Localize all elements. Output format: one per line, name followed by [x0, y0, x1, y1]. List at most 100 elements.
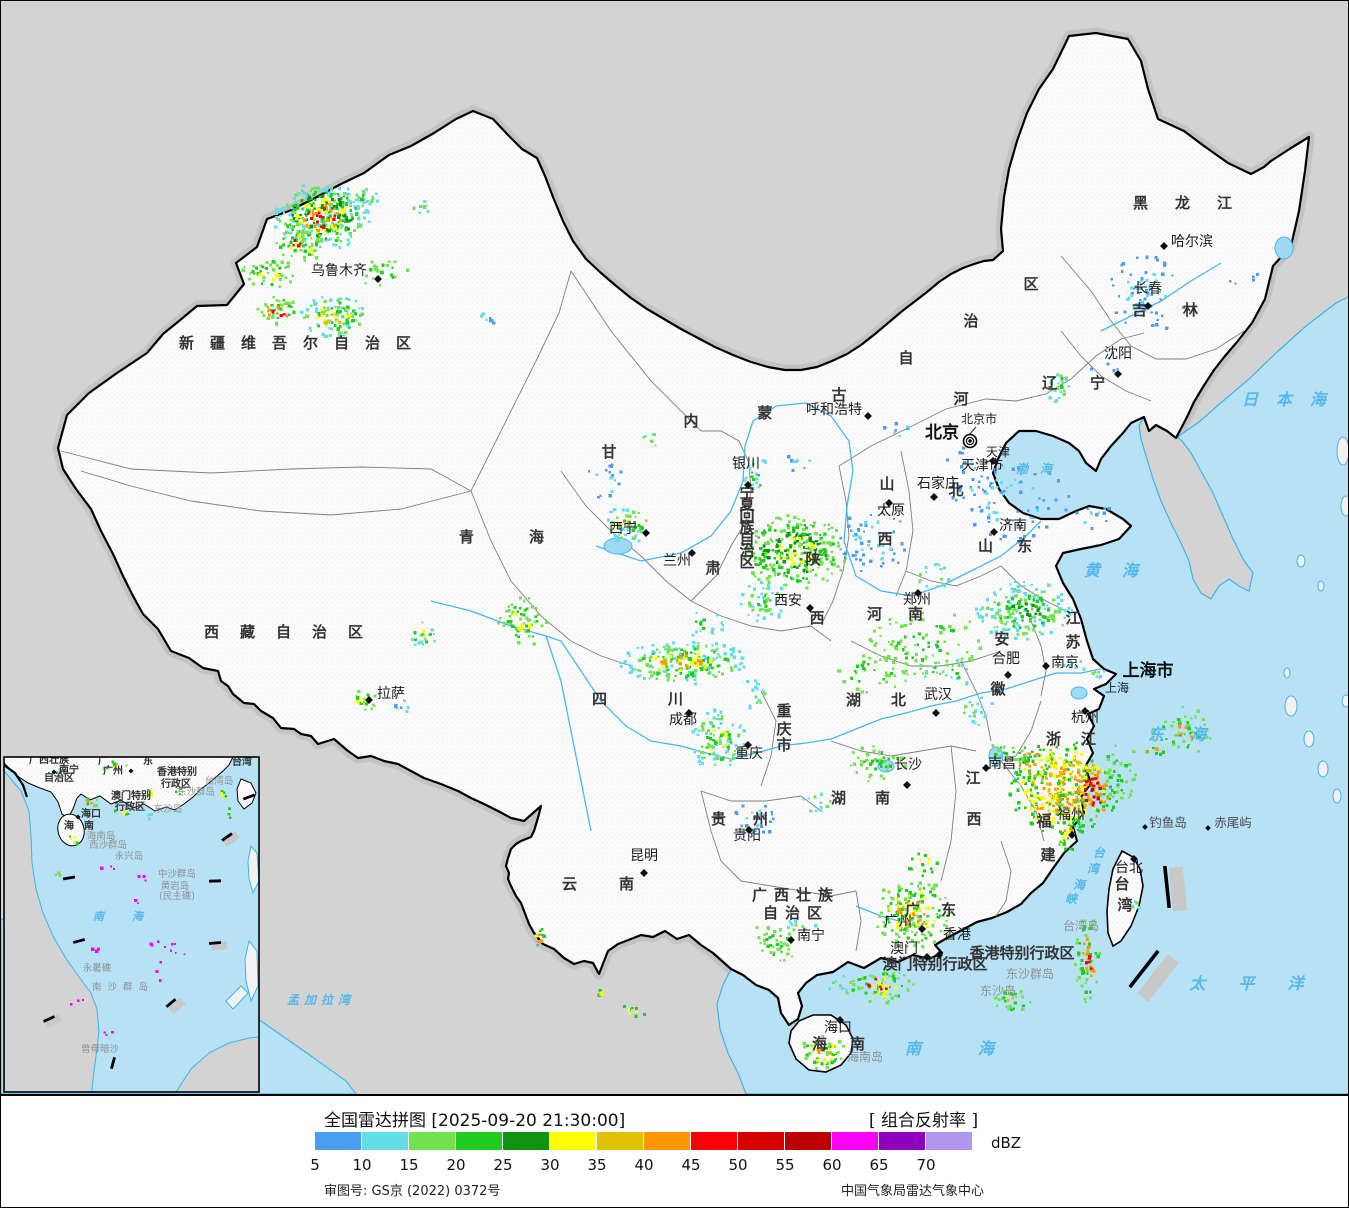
- map-label: (民主礁): [159, 890, 195, 902]
- map-label: 石家庄: [917, 475, 959, 492]
- map-label: 云南: [562, 875, 676, 893]
- map-label: 太平洋: [1188, 974, 1336, 993]
- map-label: 治: [739, 542, 754, 560]
- colorbar-cell-65: [879, 1132, 925, 1150]
- nine-dash-line: [1128, 865, 1188, 1003]
- colorbar-tick: 10: [352, 1156, 372, 1174]
- map-label: 西: [966, 810, 981, 828]
- colorbar-tick: 60: [822, 1156, 842, 1174]
- map-label: 新疆维吾尔自治区: [179, 334, 427, 352]
- map-label: 海南: [64, 819, 104, 832]
- map-label: 黄岩岛: [161, 880, 190, 892]
- map-label: 广州: [884, 914, 912, 930]
- map-label: 西沙群岛: [89, 839, 127, 851]
- map-label: 苏: [1065, 633, 1080, 651]
- map-label: 济南: [999, 518, 1027, 534]
- island: [1284, 695, 1298, 717]
- map-label: 陕: [805, 550, 820, 568]
- map-label: 海南岛: [847, 1049, 883, 1064]
- island: [1340, 495, 1348, 517]
- map-label: 昆明: [630, 848, 658, 864]
- map-label: 肃: [705, 559, 720, 577]
- city-marker: [374, 275, 382, 283]
- map-label: 古: [831, 386, 846, 404]
- map-label: 上海市: [1123, 660, 1174, 681]
- islet-marker: [1142, 824, 1148, 830]
- map-label: 湖北: [846, 691, 936, 709]
- map-label: 合肥: [992, 651, 1020, 667]
- map-label: 乌鲁木齐: [311, 263, 367, 279]
- map-label: 南海: [905, 1039, 1051, 1058]
- map-label: 香港特别: [157, 765, 197, 778]
- colorbar: [315, 1132, 973, 1150]
- map-label: 太原: [877, 503, 905, 519]
- legend-panel: 全国雷达拼图 [2025-09-20 21:30:00] [ 组合反射率 ] 5…: [1, 1094, 1348, 1207]
- map-label: 湖南: [831, 789, 919, 807]
- map-label: 自治区: [44, 771, 74, 784]
- colorbar-cell-15: [409, 1132, 455, 1150]
- map-label: 澳门: [890, 941, 918, 957]
- map-label: 东沙岛: [980, 983, 1016, 998]
- map-label: 杭州: [1071, 710, 1099, 726]
- map-label: 宁: [739, 484, 754, 502]
- map-label: 海南岛: [87, 830, 116, 842]
- map-label: 行政区: [114, 800, 145, 813]
- island: [1283, 667, 1291, 679]
- map-label: 赤尾屿: [1214, 815, 1252, 830]
- colorbar-tick: 5: [310, 1156, 320, 1174]
- colorbar-cell-35: [597, 1132, 643, 1150]
- map-label: 广东: [905, 901, 977, 919]
- map-label: 西藏自治区: [204, 623, 384, 641]
- colorbar-ticks: 5 10 15 20 25 30 35 40 45 50 55 60 65 70: [1, 1156, 1348, 1174]
- city-marker: [1114, 370, 1122, 378]
- colorbar-tick: 40: [634, 1156, 654, 1174]
- map-label: 曾母暗沙: [81, 1043, 120, 1055]
- china-mainland: [56, 31, 1311, 1027]
- map-label: 香港: [943, 927, 971, 943]
- map-label: 沈阳: [1104, 346, 1132, 362]
- map-title: 全国雷达拼图 [2025-09-20 21:30:00]: [324, 1111, 626, 1131]
- map-label: 浙江: [1046, 730, 1116, 748]
- map-label: 台: [1093, 846, 1106, 860]
- map-label: 海口: [824, 1020, 852, 1036]
- map-label: 行政区: [160, 777, 191, 790]
- map-label: 庆: [776, 720, 791, 738]
- map-label: 长沙: [894, 757, 922, 773]
- map-label: 甘: [601, 443, 616, 461]
- map-label: 广西壮族: [29, 753, 70, 766]
- map-label: 黄海: [1084, 561, 1160, 580]
- map-label: 钓鱼岛: [1149, 815, 1187, 830]
- colorbar-tick: 25: [493, 1156, 513, 1174]
- city-marker: [365, 696, 373, 704]
- map-label: 东沙群岛: [177, 786, 215, 798]
- map-label: 北: [948, 481, 963, 499]
- colorbar-cell-20: [456, 1132, 502, 1150]
- map-label: 台: [1114, 875, 1129, 893]
- map-label: 北京市: [961, 411, 997, 426]
- map-label: 河南: [867, 605, 949, 623]
- map-label: 南沙群岛: [92, 981, 154, 993]
- map-label: 永暑礁: [83, 962, 112, 974]
- map-label: 徽: [989, 680, 1006, 698]
- island: [1303, 730, 1315, 748]
- map-label: 郑州: [903, 592, 931, 608]
- map-label: 河: [953, 390, 968, 408]
- map-label: 南宁: [59, 763, 79, 776]
- map-label: 四川: [592, 690, 744, 708]
- product-label: [ 组合反射率 ]: [869, 1111, 979, 1131]
- colorbar-cell-40: [644, 1132, 690, 1150]
- map-label: 西安: [774, 593, 802, 609]
- map-label: 南宁: [797, 927, 825, 944]
- islet-marker: [1205, 825, 1211, 831]
- map-label: 上海: [1105, 680, 1129, 695]
- colorbar-tick: 30: [540, 1156, 560, 1174]
- map-label: 市: [776, 736, 791, 754]
- colorbar-cell-55: [785, 1132, 831, 1150]
- map-label: 西: [809, 609, 824, 627]
- map-label: 哈尔滨: [1171, 234, 1213, 250]
- city-marker: [1144, 302, 1152, 310]
- colorbar-tick: 50: [728, 1156, 748, 1174]
